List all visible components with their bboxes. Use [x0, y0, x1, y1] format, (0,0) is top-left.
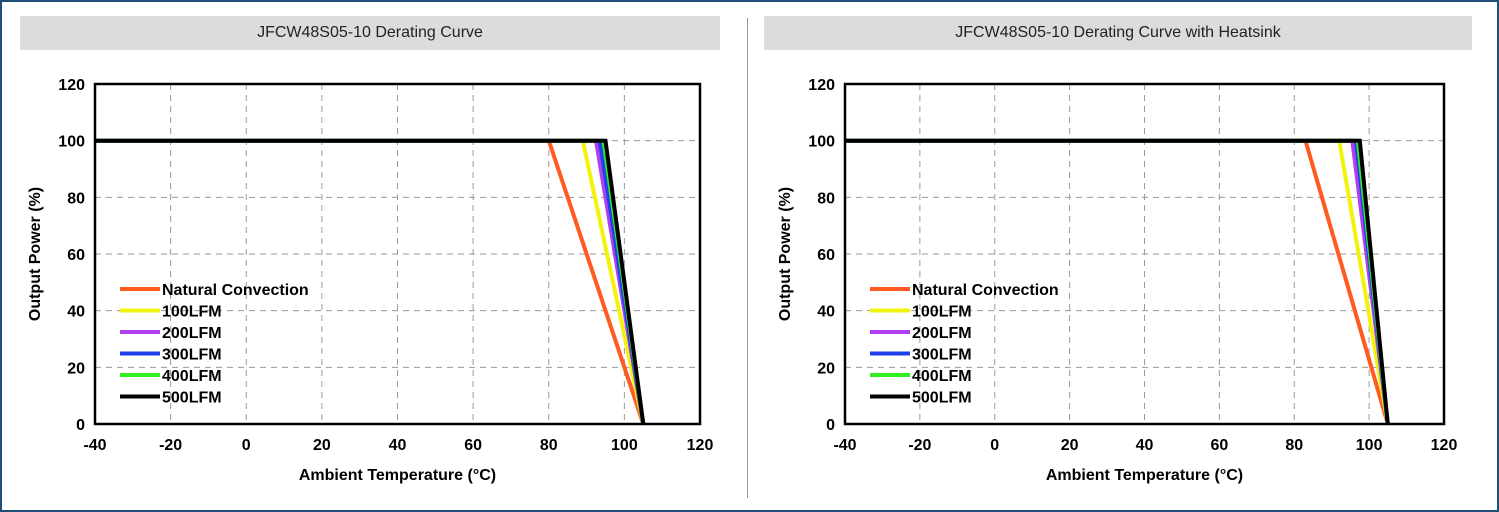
left-chart-title: JFCW48S05-10 Derating Curve: [20, 16, 720, 50]
legend-label: Natural Convection: [162, 282, 309, 299]
y-tick-label: 40: [67, 304, 85, 321]
y-tick-label: 60: [67, 247, 85, 264]
y-tick-label: 120: [58, 77, 85, 94]
x-axis-title: Ambient Temperature (°C): [299, 467, 496, 484]
y-tick-label: 0: [826, 417, 835, 434]
x-tick-label: 100: [611, 437, 638, 454]
x-tick-label: 60: [1210, 437, 1228, 454]
x-tick-label: 60: [464, 437, 482, 454]
chart-legend: Natural Convection 100LFM 200LFM 300LFM 400L…: [120, 282, 309, 407]
y-tick-label: 0: [76, 417, 85, 434]
x-tick-label: 20: [313, 437, 331, 454]
right-derating-chart: -40 -20 0 20 40 60 80 100 120 0 20 40 60 80 100 120 Ambi…: [777, 77, 1458, 484]
x-tick-label: 40: [389, 437, 407, 454]
x-axis-title: Ambient Temperature (°C): [1046, 467, 1243, 484]
legend-label: 300LFM: [912, 347, 972, 364]
legend-label: 400LFM: [162, 368, 222, 385]
legend-label: 200LFM: [162, 325, 222, 342]
chart-legend: Natural Convection 100LFM 200LFM 300LFM 400L…: [870, 282, 1059, 407]
legend-label: 400LFM: [912, 368, 972, 385]
y-tick-label: 80: [67, 190, 85, 207]
y-tick-label: 100: [808, 134, 835, 151]
legend-label: Natural Convection: [912, 282, 1059, 299]
x-tick-label: 80: [1285, 437, 1303, 454]
right-chart-panel: JFCW48S05-10 Derating Curve with Heatsin…: [750, 0, 1490, 508]
plot-area-border: [93, 82, 702, 426]
y-tick-label: 120: [808, 77, 835, 94]
x-tick-label: 0: [242, 437, 251, 454]
y-tick-label: 40: [817, 304, 835, 321]
legend-label: 500LFM: [912, 390, 972, 407]
x-tick-label: 20: [1061, 437, 1079, 454]
left-derating-chart: -40 -20 0 20 40 60 80 100 120 0 20 40 60 80 100 120 Ambi…: [27, 77, 714, 484]
y-tick-label: 60: [817, 247, 835, 264]
legend-label: 500LFM: [162, 390, 222, 407]
legend-label: 200LFM: [912, 325, 972, 342]
panel-divider: [747, 18, 748, 498]
x-tick-label: 40: [1136, 437, 1154, 454]
x-tick-label: 120: [1431, 437, 1458, 454]
y-tick-label: 80: [817, 190, 835, 207]
x-tick-label: 120: [687, 437, 714, 454]
series-line-500lfm: [95, 138, 646, 425]
x-tick-label: 100: [1356, 437, 1383, 454]
legend-label: 100LFM: [162, 304, 222, 321]
x-tick-label: -20: [908, 437, 931, 454]
legend-label: 300LFM: [162, 347, 222, 364]
y-axis-title: Output Power (%): [27, 187, 44, 321]
y-tick-label: 20: [817, 360, 835, 377]
x-tick-label: -40: [83, 437, 106, 454]
plot-area-border: [843, 82, 1446, 426]
y-tick-label: 100: [58, 134, 85, 151]
x-tick-label: 80: [540, 437, 558, 454]
x-tick-label: 0: [990, 437, 999, 454]
right-chart-title: JFCW48S05-10 Derating Curve with Heatsin…: [764, 16, 1472, 50]
x-tick-label: -20: [159, 437, 182, 454]
left-chart-panel: JFCW48S05-10 Derating Curve -40 -20 0 20 40 6…: [0, 0, 740, 508]
legend-label: 100LFM: [912, 304, 972, 321]
y-axis-title: Output Power (%): [777, 187, 794, 321]
x-tick-label: -40: [833, 437, 856, 454]
series-line-500lfm: [845, 138, 1390, 425]
y-tick-label: 20: [67, 360, 85, 377]
